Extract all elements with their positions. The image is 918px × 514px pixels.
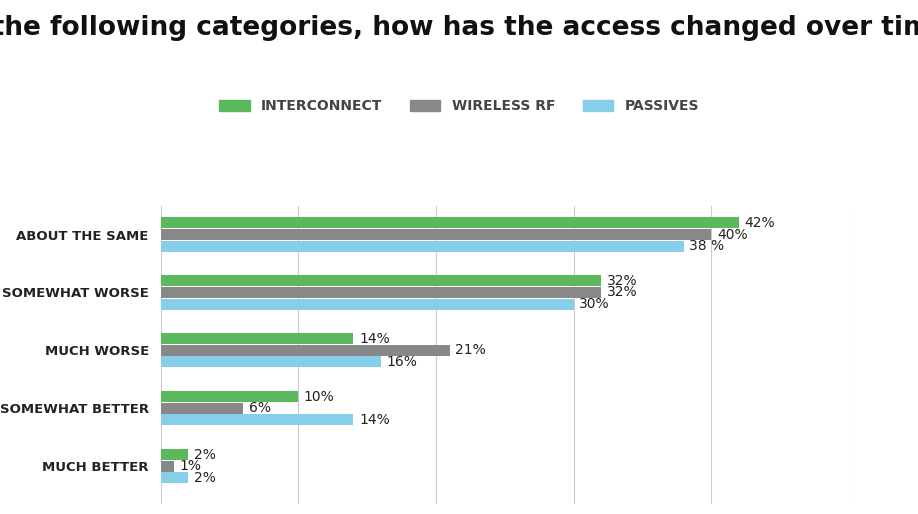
Text: 40%: 40% — [717, 228, 747, 242]
Bar — [161, 333, 353, 344]
Text: 14%: 14% — [359, 332, 389, 346]
Bar — [161, 391, 298, 402]
Bar — [161, 449, 188, 460]
Text: 10%: 10% — [304, 390, 334, 403]
Bar — [161, 414, 353, 425]
Bar — [161, 276, 601, 286]
Text: 14%: 14% — [359, 413, 389, 427]
Bar — [161, 345, 450, 356]
Text: 30%: 30% — [579, 297, 610, 311]
Bar — [161, 402, 243, 414]
Bar — [161, 461, 174, 471]
Text: 21%: 21% — [455, 343, 486, 357]
Text: 42%: 42% — [744, 216, 775, 230]
Text: 1%: 1% — [180, 459, 202, 473]
Legend: INTERCONNECT, WIRELESS RF, PASSIVES: INTERCONNECT, WIRELESS RF, PASSIVES — [219, 100, 699, 114]
Text: 6%: 6% — [249, 401, 271, 415]
Text: In the following categories, how has the access changed over time?: In the following categories, how has the… — [0, 15, 918, 42]
Text: 16%: 16% — [386, 355, 418, 369]
Text: 2%: 2% — [194, 448, 216, 462]
Bar — [161, 472, 188, 483]
Bar — [161, 241, 684, 252]
Bar — [161, 217, 739, 228]
Bar — [161, 299, 574, 309]
Text: 2%: 2% — [194, 471, 216, 485]
Bar — [161, 356, 381, 368]
Bar — [161, 229, 711, 240]
Text: 32%: 32% — [607, 274, 637, 288]
Text: 32%: 32% — [607, 285, 637, 300]
Text: 38 %: 38 % — [689, 239, 724, 253]
Bar — [161, 287, 601, 298]
